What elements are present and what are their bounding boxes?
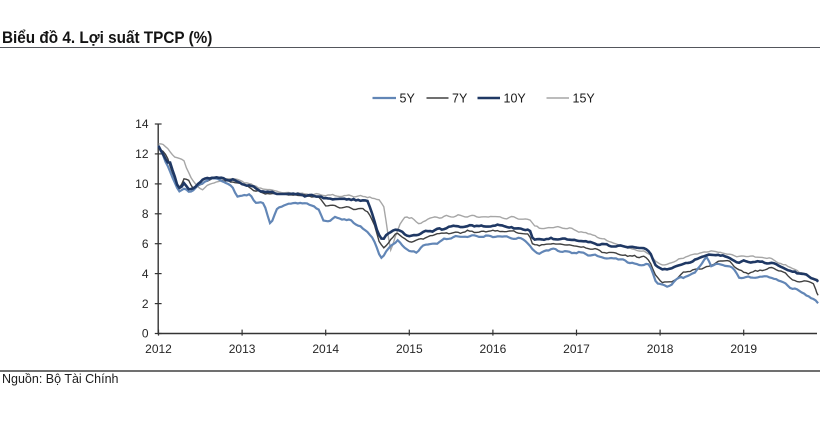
svg-text:8: 8 (142, 207, 149, 221)
svg-text:10Y: 10Y (504, 91, 527, 105)
svg-text:2018: 2018 (647, 342, 674, 356)
svg-text:7Y: 7Y (452, 91, 468, 105)
svg-text:14: 14 (135, 117, 149, 131)
svg-text:4: 4 (142, 267, 149, 281)
svg-text:2013: 2013 (229, 342, 256, 356)
svg-text:2012: 2012 (145, 342, 172, 356)
svg-text:2017: 2017 (563, 342, 590, 356)
svg-text:2016: 2016 (480, 342, 507, 356)
svg-text:10: 10 (135, 177, 149, 191)
svg-text:15Y: 15Y (573, 91, 596, 105)
svg-text:5Y: 5Y (400, 91, 416, 105)
svg-text:6: 6 (142, 237, 149, 251)
svg-text:0: 0 (142, 327, 149, 341)
svg-text:2014: 2014 (312, 342, 339, 356)
svg-text:2: 2 (142, 297, 149, 311)
svg-text:2019: 2019 (730, 342, 757, 356)
svg-text:2015: 2015 (396, 342, 423, 356)
svg-text:12: 12 (135, 147, 149, 161)
